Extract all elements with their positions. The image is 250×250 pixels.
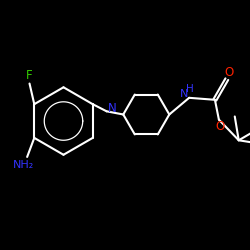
- Text: N: N: [180, 89, 188, 99]
- Text: N: N: [108, 102, 116, 115]
- Text: O: O: [224, 66, 234, 78]
- Text: H: H: [186, 84, 194, 94]
- Text: O: O: [215, 120, 224, 133]
- Text: NH₂: NH₂: [13, 160, 34, 170]
- Text: F: F: [26, 70, 32, 82]
